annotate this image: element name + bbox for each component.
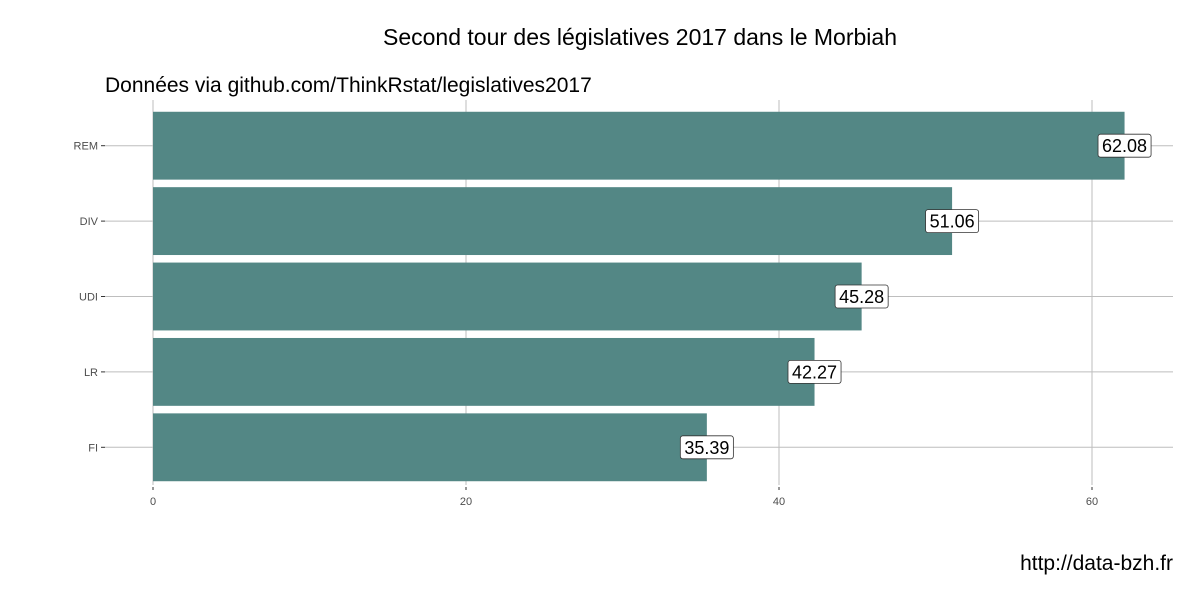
value-label-text: 51.06	[930, 212, 975, 232]
value-label-text: 35.39	[684, 438, 729, 458]
value-label-text: 42.27	[792, 362, 837, 382]
y-axis: REM DIV UDI LR FI	[74, 141, 105, 454]
value-labels: 62.08 51.06 45.28 42.27 35.39	[679, 133, 1152, 460]
chart-caption: http://data-bzh.fr	[1020, 552, 1173, 575]
x-tick-label: 40	[773, 496, 785, 508]
y-tick-label: DIV	[80, 216, 99, 228]
value-label-text: 45.28	[839, 287, 884, 307]
x-tick-label: 20	[460, 496, 472, 508]
value-label-div: 51.06	[925, 209, 980, 234]
bar-udi	[153, 262, 862, 331]
chart-subtitle: Données via github.com/ThinkRstat/legisl…	[105, 74, 592, 97]
value-label-udi: 45.28	[834, 284, 889, 309]
bar-div	[153, 187, 953, 256]
x-tick-label: 0	[150, 496, 156, 508]
value-label-box	[925, 209, 980, 234]
bar-rem	[153, 111, 1125, 180]
value-label-box	[1097, 133, 1152, 158]
chart-title: Second tour des législatives 2017 dans l…	[383, 24, 897, 50]
value-label-box	[787, 359, 842, 384]
y-tick-label: UDI	[79, 292, 98, 304]
y-tick-label: REM	[74, 141, 98, 153]
bars	[153, 111, 1125, 482]
y-tick-label: FI	[88, 442, 98, 454]
x-axis: 0 20 40 60	[150, 487, 1098, 508]
value-label-box	[679, 435, 734, 460]
value-label-rem: 62.08	[1097, 133, 1152, 158]
bar-fi	[153, 413, 707, 482]
y-tick-label: LR	[84, 367, 98, 379]
value-label-fi: 35.39	[679, 435, 734, 460]
value-label-lr: 42.27	[787, 359, 842, 384]
x-tick-label: 60	[1086, 496, 1098, 508]
value-label-text: 62.08	[1102, 136, 1147, 156]
value-label-box	[834, 284, 889, 309]
bar-lr	[153, 337, 815, 406]
